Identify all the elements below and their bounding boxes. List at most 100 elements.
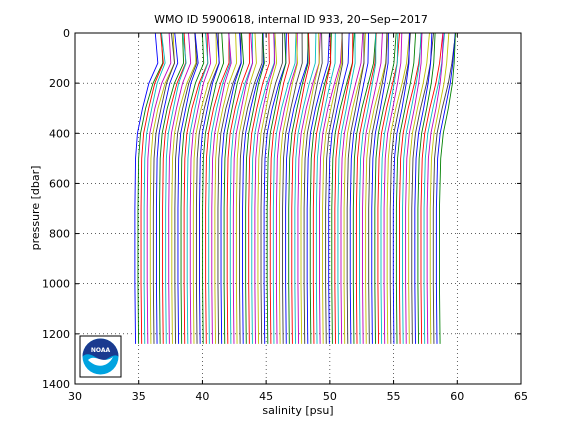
profile-line (315, 32, 336, 344)
profile-line (226, 32, 250, 344)
profile-line (171, 32, 197, 344)
profile-line (312, 32, 332, 344)
profile-line (162, 32, 187, 344)
profile-line (297, 32, 321, 344)
profile-line (399, 32, 423, 344)
profile-line (432, 32, 457, 344)
profile-line (325, 32, 344, 344)
profile-line (349, 32, 369, 344)
axis-ticks: 30 35 40 45 50 55 60 65 0 200 400 600 800 1000 1200 140… (42, 27, 528, 403)
profile-line (355, 32, 377, 344)
profile-line (371, 32, 389, 344)
profile-line (186, 32, 209, 344)
profile-line (232, 32, 254, 344)
profile-line (429, 32, 450, 344)
profile-lines (134, 32, 457, 344)
profile-line (359, 32, 377, 344)
profile-line (140, 32, 164, 344)
profile-line (352, 32, 377, 344)
profile-line (322, 32, 343, 344)
profile-line (257, 32, 278, 344)
profile-line (386, 32, 410, 344)
profile-line (143, 32, 166, 344)
profile-line (279, 32, 298, 344)
profile-line (309, 32, 332, 344)
profile-line (383, 32, 403, 344)
x-tick-label: 60 (450, 390, 464, 403)
profile-line (300, 32, 320, 344)
logo-text: NOAA (91, 347, 111, 354)
profile-line (365, 32, 389, 344)
y-tick-label: 800 (49, 228, 70, 241)
profile-line (414, 32, 433, 344)
logo-seagull-icon (82, 338, 119, 361)
y-tick-label: 200 (49, 77, 70, 90)
noaa-logo: NOAA (79, 335, 122, 378)
x-tick-label: 45 (259, 390, 273, 403)
profile-line (368, 32, 388, 344)
profile-line (331, 32, 355, 344)
profile-line (426, 32, 444, 344)
profile-line (420, 32, 444, 344)
profile-line (229, 32, 253, 344)
profile-line (220, 32, 242, 344)
profile-line (334, 32, 354, 344)
profile-line (159, 32, 185, 344)
profile-line (266, 32, 287, 344)
profile-line (223, 32, 245, 344)
chart-title: WMO ID 5900618, internal ID 933, 20−Sep−… (154, 13, 428, 26)
profile-line (392, 32, 410, 344)
profile-line (306, 32, 330, 344)
profile-line (149, 32, 175, 344)
x-tick-label: 35 (132, 390, 146, 403)
profile-line (248, 32, 270, 344)
profile-line (285, 32, 310, 344)
y-tick-label: 600 (49, 177, 70, 190)
profile-line (343, 32, 366, 344)
profile-line (374, 32, 397, 344)
profile-line (205, 32, 230, 344)
profile-line (395, 32, 417, 344)
profile-line (168, 32, 192, 344)
profile-line (192, 32, 217, 344)
profile-line (402, 32, 422, 344)
profile-line (282, 32, 303, 344)
profile-line (275, 32, 298, 344)
profile-line (137, 32, 164, 344)
profile-line (239, 32, 263, 344)
profile-line (411, 32, 435, 344)
profile-line (202, 32, 224, 344)
profile-line (408, 32, 430, 344)
x-tick-label: 55 (387, 390, 401, 403)
x-tick-label: 65 (514, 390, 528, 403)
y-axis-label: pressure [dbar] (29, 166, 42, 251)
profile-line (146, 32, 172, 344)
profile-line (180, 32, 205, 344)
profile-line (435, 32, 456, 344)
x-axis-label: salinity [psu] (262, 404, 333, 417)
profile-line (189, 32, 212, 344)
profile-line (439, 32, 456, 344)
profile-line (195, 32, 220, 344)
profile-line (263, 32, 287, 344)
profile-line (340, 32, 364, 344)
profile-line (165, 32, 187, 344)
profile-line (328, 32, 350, 344)
profile-line (377, 32, 400, 344)
profile-line (337, 32, 356, 344)
profile-line (251, 32, 276, 344)
profile-line (245, 32, 265, 344)
profile-line (217, 32, 242, 344)
logo-wave-icon (88, 357, 113, 366)
profile-line (319, 32, 343, 344)
y-tick-label: 1400 (42, 378, 70, 391)
x-tick-label: 50 (323, 390, 337, 403)
y-tick-label: 0 (63, 27, 70, 40)
profile-line (199, 32, 220, 344)
x-tick-label: 30 (68, 390, 82, 403)
profile-line (303, 32, 323, 344)
profile-line (152, 32, 176, 344)
profile-line (242, 32, 265, 344)
profile-line (134, 32, 159, 344)
